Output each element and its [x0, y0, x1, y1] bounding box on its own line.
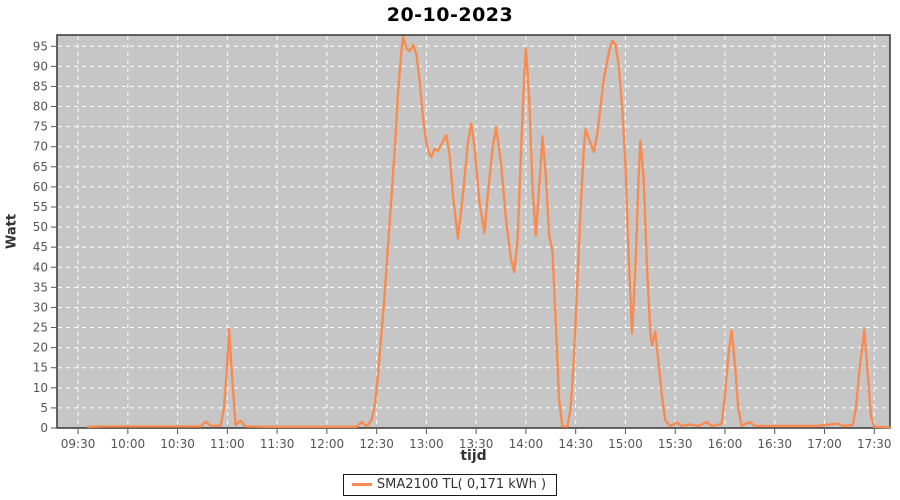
- legend-box: SMA2100 TL( 0,171 kWh ): [342, 474, 558, 496]
- y-tick-label: 15: [33, 361, 48, 375]
- y-tick-label: 40: [33, 260, 48, 274]
- x-tick-label: 13:00: [409, 437, 444, 451]
- x-tick-label: 16:30: [757, 437, 792, 451]
- x-tick-label: 11:30: [260, 437, 295, 451]
- chart-title: 20-10-2023: [386, 4, 514, 26]
- x-tick-label: 15:00: [608, 437, 643, 451]
- series-line: [86, 35, 891, 429]
- y-tick-label: 10: [33, 381, 48, 395]
- y-tick-label: 50: [33, 220, 48, 234]
- x-tick-label: 12:30: [359, 437, 394, 451]
- x-tick-label: 14:00: [509, 437, 544, 451]
- y-tick-label: 80: [33, 100, 48, 114]
- y-tick-label: 60: [33, 180, 48, 194]
- y-tick-label: 20: [33, 341, 48, 355]
- y-tick-label: 65: [33, 160, 48, 174]
- x-tick-label: 10:00: [111, 437, 146, 451]
- y-tick-label: 0: [40, 421, 48, 435]
- y-tick-label: 90: [33, 59, 48, 73]
- y-tick-label: 35: [33, 280, 48, 294]
- y-tick-label: 95: [33, 39, 48, 53]
- legend: SMA2100 TL( 0,171 kWh ): [0, 474, 900, 496]
- y-tick-label: 25: [33, 321, 48, 335]
- legend-label: SMA2100 TL( 0,171 kWh ): [376, 477, 547, 492]
- x-tick-label: 17:30: [857, 437, 892, 451]
- plot-border: [56, 34, 891, 429]
- x-axis-title: tijd: [460, 448, 487, 464]
- x-tick-label: 15:30: [658, 437, 693, 451]
- y-tick-label: 45: [33, 240, 48, 254]
- y-tick-label: 30: [33, 300, 48, 314]
- x-tick-label: 11:00: [210, 437, 245, 451]
- x-tick-label: 10:30: [160, 437, 195, 451]
- series-line-swatch: [351, 483, 372, 486]
- x-tick-label: 16:00: [708, 437, 743, 451]
- x-tick-label: 14:30: [558, 437, 593, 451]
- y-tick-label: 75: [33, 120, 48, 134]
- plot-background: [57, 35, 890, 428]
- x-tick-label: 13:30: [459, 437, 494, 451]
- x-tick-label: 09:30: [61, 437, 96, 451]
- y-tick-label: 85: [33, 79, 48, 93]
- x-tick-label: 17:00: [807, 437, 842, 451]
- y-tick-label: 55: [33, 200, 48, 214]
- y-tick-label: 70: [33, 140, 48, 154]
- y-tick-label: 5: [40, 401, 48, 415]
- x-tick-label: 12:00: [310, 437, 345, 451]
